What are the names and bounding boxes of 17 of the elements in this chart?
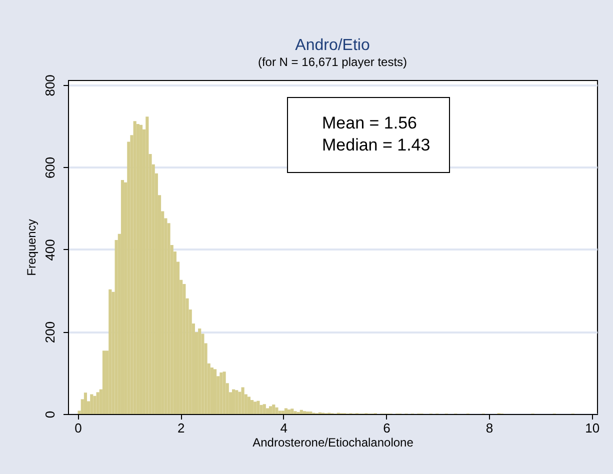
x-tick-label: 10	[585, 420, 600, 436]
x-tick-label: 0	[74, 420, 82, 436]
chart-title: Andro/Etio	[295, 37, 370, 54]
y-axis-title: Frequency	[24, 219, 38, 276]
y-tick-label: 600	[42, 156, 58, 179]
y-tick-label: 200	[42, 321, 58, 344]
x-axis-title: Androsterone/Etiochalanolone	[252, 436, 414, 450]
x-tick-label: 8	[486, 420, 494, 436]
chart-subtitle: (for N = 16,671 player tests)	[258, 55, 408, 70]
annotation: Mean = 1.56	[322, 114, 417, 132]
x-tick-label: 4	[280, 420, 288, 436]
x-tick-label: 2	[177, 420, 185, 436]
annotation: Median = 1.43	[322, 136, 430, 154]
y-tick-label: 400	[42, 239, 58, 261]
y-tick-label: 800	[42, 74, 58, 96]
y-tick-label: 0	[42, 410, 58, 418]
x-tick-label: 6	[383, 420, 390, 436]
